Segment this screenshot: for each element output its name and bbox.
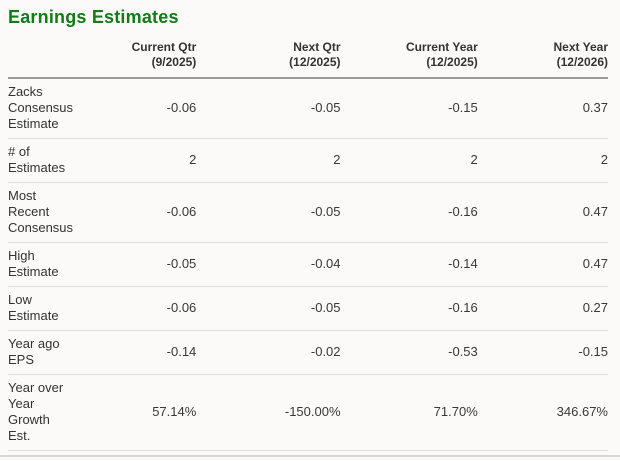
estimate-value: -0.15: [477, 330, 608, 375]
estimate-value: -0.14: [340, 242, 478, 287]
row-label: Year ago EPS: [8, 330, 105, 375]
header-row: Current Qtr (9/2025) Next Qtr (12/2025) …: [8, 28, 609, 79]
page-title: Earnings Estimates: [8, 7, 179, 27]
column-header-label: Current Year: [405, 40, 478, 54]
estimate-value: -0.16: [340, 286, 478, 331]
row-label: Zacks Consensus Estimate: [8, 78, 105, 139]
estimate-value: 2: [104, 138, 197, 183]
column-header-period: (12/2025): [289, 55, 341, 69]
table-row-year-over-year-growth-est: Year over Year Growth Est. 57.14% -150.0…: [8, 374, 608, 451]
estimate-value: -0.05: [104, 242, 197, 287]
estimate-value: 0.47: [477, 182, 608, 243]
page-divider: [0, 455, 620, 457]
table-row-year-ago-eps: Year ago EPS -0.14 -0.02 -0.53 -0.15: [8, 330, 608, 375]
row-label: Year over Year Growth Est.: [8, 374, 105, 451]
estimate-value: -0.06: [104, 78, 197, 139]
column-header-label: Next Year: [553, 40, 609, 54]
column-header-label: Next Qtr: [293, 40, 341, 54]
estimate-value: -0.05: [196, 286, 341, 331]
column-header-period: (9/2025): [151, 55, 197, 69]
table-row-low-estimate: Low Estimate -0.06 -0.05 -0.16 0.27: [8, 286, 608, 331]
estimate-value: -0.05: [196, 182, 341, 243]
estimate-value: -0.14: [104, 330, 197, 375]
estimate-value: -0.15: [340, 78, 478, 139]
estimate-value: 2: [340, 138, 478, 183]
column-header-period: (12/2025): [426, 55, 478, 69]
estimate-value: 2: [196, 138, 341, 183]
estimate-value: -0.53: [340, 330, 478, 375]
row-label: High Estimate: [8, 242, 105, 287]
row-label: Most Recent Consensus: [8, 182, 105, 243]
estimate-value: 2: [477, 138, 608, 183]
column-header-current-qtr: Current Qtr (9/2025): [104, 28, 197, 79]
column-header-current-year: Current Year (12/2025): [340, 28, 478, 79]
estimate-value: -0.05: [196, 78, 341, 139]
estimate-value: 346.67%: [477, 374, 608, 451]
estimate-value: 71.70%: [340, 374, 478, 451]
column-header-period: (12/2026): [556, 55, 608, 69]
estimate-value: 57.14%: [104, 374, 197, 451]
table-row-most-recent-consensus: Most Recent Consensus -0.06 -0.05 -0.16 …: [8, 182, 608, 243]
table-row-zacks-consensus-estimate: Zacks Consensus Estimate -0.06 -0.05 -0.…: [8, 78, 608, 139]
column-header-label: Current Qtr: [131, 40, 197, 54]
estimate-value: 0.37: [477, 78, 608, 139]
row-label: Low Estimate: [8, 286, 105, 331]
estimate-value: -0.04: [196, 242, 341, 287]
estimate-value: -150.00%: [196, 374, 341, 451]
column-header-next-qtr: Next Qtr (12/2025): [196, 28, 341, 79]
estimate-value: -0.16: [340, 182, 478, 243]
estimates-table: Current Qtr (9/2025) Next Qtr (12/2025) …: [8, 28, 608, 451]
header-spacer: [8, 28, 105, 79]
column-header-next-year: Next Year (12/2026): [477, 28, 609, 79]
estimate-value: -0.06: [104, 182, 197, 243]
estimate-value: 0.27: [477, 286, 608, 331]
row-label: # of Estimates: [8, 138, 105, 183]
estimate-value: 0.47: [477, 242, 608, 287]
estimate-value: -0.02: [196, 330, 341, 375]
estimate-value: -0.06: [104, 286, 197, 331]
table-row-high-estimate: High Estimate -0.05 -0.04 -0.14 0.47: [8, 242, 608, 287]
table-row-number-of-estimates: # of Estimates 2 2 2 2: [8, 138, 608, 183]
